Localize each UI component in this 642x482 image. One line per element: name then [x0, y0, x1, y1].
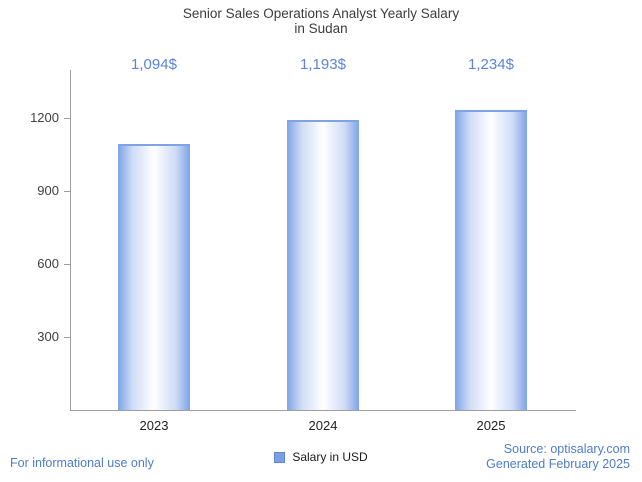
x-category-label: 2023 — [139, 418, 169, 433]
legend: Salary in USD — [0, 450, 642, 464]
y-axis-line — [70, 70, 71, 410]
bar-value-label: 1,094$ — [131, 56, 177, 73]
y-tick-label: 600 — [37, 256, 59, 271]
bar-value-label: 1,193$ — [300, 56, 346, 73]
y-tick-label: 1200 — [30, 110, 59, 125]
x-axis-line — [70, 410, 576, 411]
y-tick-label: 300 — [37, 329, 59, 344]
y-tick-mark — [64, 264, 70, 265]
y-tick-mark — [64, 191, 70, 192]
y-tick-mark — [64, 118, 70, 119]
disclaimer-text: For informational use only — [10, 456, 154, 470]
y-tick-mark — [64, 337, 70, 338]
source-block: Source: optisalary.com Generated Februar… — [486, 442, 630, 472]
chart-title-line1: Senior Sales Operations Analyst Yearly S… — [182, 6, 460, 21]
chart-title-line2: in Sudan — [294, 21, 348, 36]
bar — [287, 120, 359, 410]
x-category-label: 2024 — [308, 418, 338, 433]
chart-title: Senior Sales Operations Analyst Yearly S… — [0, 6, 642, 36]
legend-label: Salary in USD — [292, 450, 368, 464]
x-category-label: 2025 — [476, 418, 506, 433]
bar — [118, 144, 190, 410]
legend-swatch — [274, 451, 286, 463]
y-tick-label: 900 — [37, 183, 59, 198]
source-text[interactable]: Source: optisalary.com — [503, 442, 630, 456]
generated-text: Generated February 2025 — [486, 457, 630, 471]
bar-value-label: 1,234$ — [468, 56, 514, 73]
bar — [455, 110, 527, 410]
